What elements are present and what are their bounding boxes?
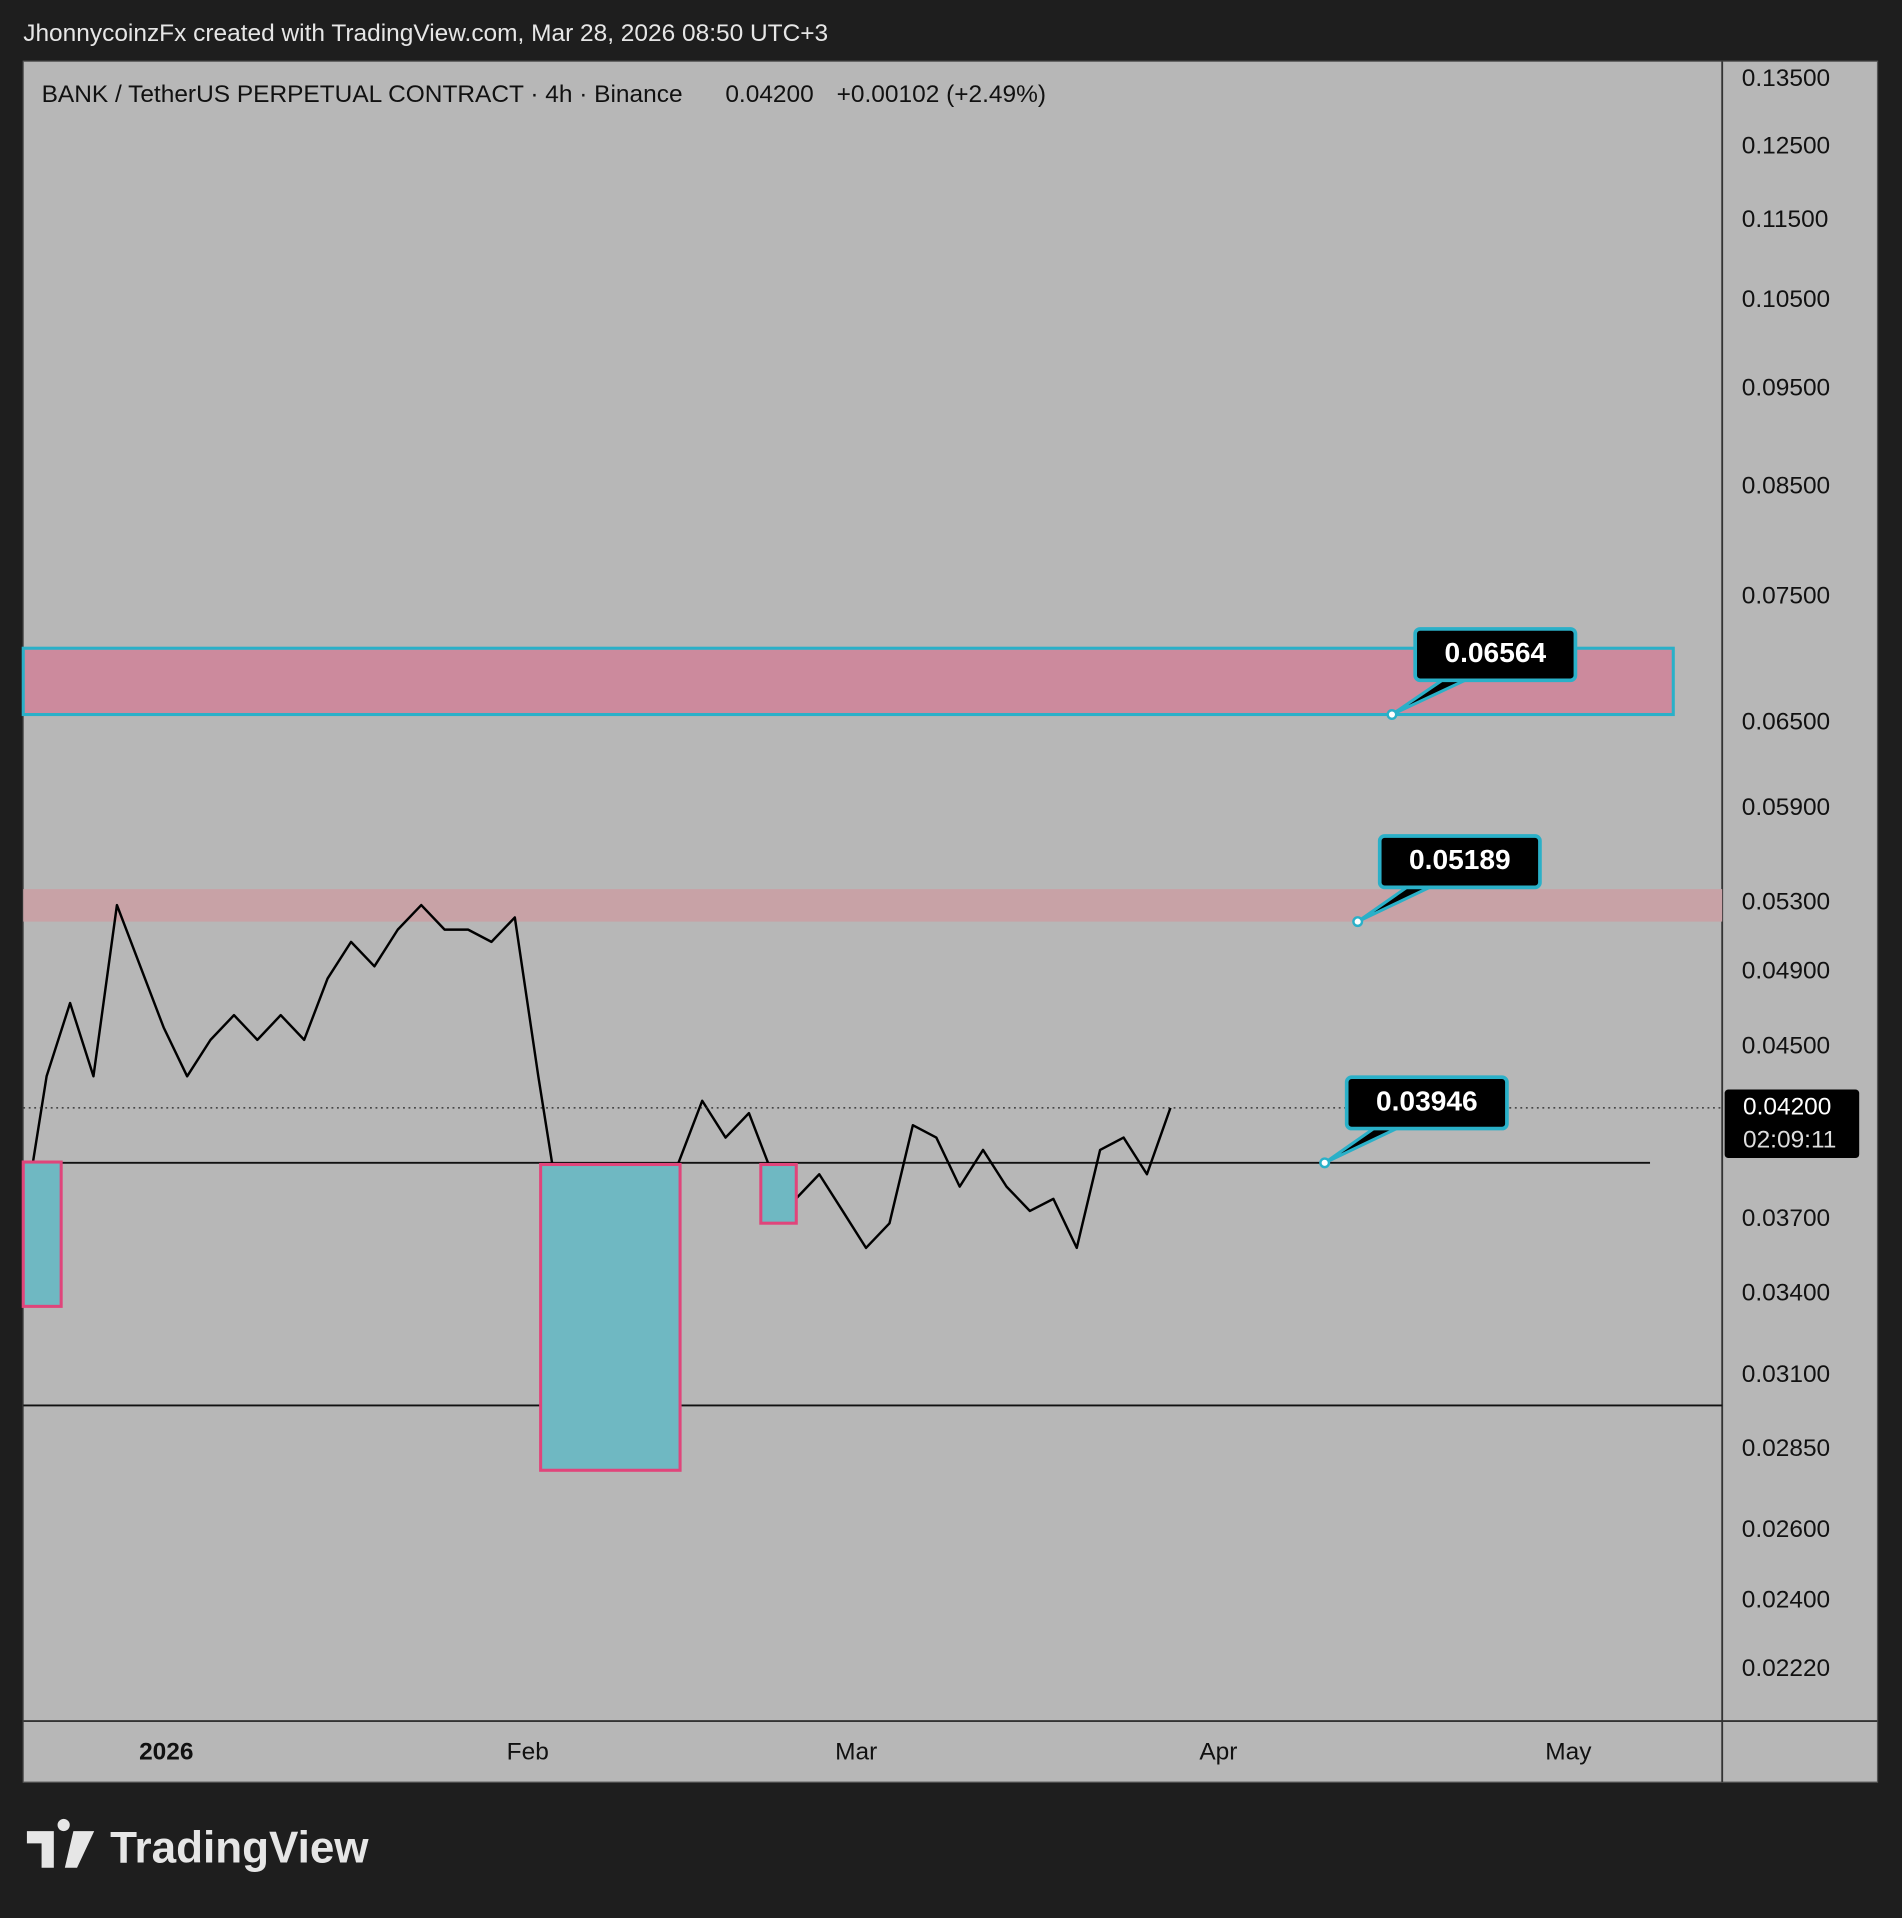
x-tick-label: Mar bbox=[835, 1738, 877, 1765]
logo-mark bbox=[26, 1818, 95, 1868]
demand-box bbox=[759, 1162, 798, 1225]
demand-box bbox=[539, 1162, 682, 1472]
last-price-badge bbox=[1724, 1089, 1860, 1159]
y-tick-label: 0.11500 bbox=[1742, 206, 1829, 233]
y-tick-label: 0.02220 bbox=[1742, 1655, 1830, 1682]
y-tick-label: 0.10500 bbox=[1742, 286, 1830, 313]
title-price: 0.04200 bbox=[725, 81, 813, 108]
chart-frame bbox=[22, 60, 1879, 1783]
x-tick-label: Apr bbox=[1199, 1738, 1237, 1765]
callout-box bbox=[1344, 1075, 1509, 1131]
y-tick-label: 0.13500 bbox=[1742, 65, 1830, 92]
x-tick-label: May bbox=[1545, 1738, 1592, 1765]
y-tick-label: 0.05300 bbox=[1742, 888, 1830, 915]
countdown: 02:09:11 bbox=[1743, 1126, 1836, 1153]
title-change: +0.00102 (+2.49%) bbox=[837, 81, 1046, 108]
logo: TradingView bbox=[26, 1818, 369, 1872]
callout-anchor bbox=[1386, 709, 1398, 721]
y-tick-label: 0.05900 bbox=[1742, 794, 1830, 821]
callout-box bbox=[1413, 627, 1578, 683]
overlay: 0.06564 0.05189 0.03946 bbox=[1319, 627, 1578, 1169]
y-tick-label: 0.07500 bbox=[1742, 583, 1830, 610]
y-tick-label: 0.03400 bbox=[1742, 1280, 1830, 1307]
y-tick-label: 0.12500 bbox=[1742, 133, 1830, 160]
x-tick-label: 2026 bbox=[139, 1738, 193, 1765]
callout-label: 0.03946 bbox=[1376, 1085, 1478, 1116]
supply-zone bbox=[21, 646, 1675, 717]
callout-label: 0.06564 bbox=[1444, 637, 1546, 668]
last-price-label: 0.04200 bbox=[1743, 1093, 1831, 1120]
plot-area bbox=[21, 646, 1723, 1408]
callout-box bbox=[1377, 834, 1542, 890]
chart-title: BANK / TetherUS PERPETUAL CONTRACT · 4h … bbox=[42, 81, 683, 108]
y-tick-label: 0.08500 bbox=[1742, 472, 1830, 499]
y-tick-label: 0.06500 bbox=[1742, 709, 1830, 736]
x-tick-label: Feb bbox=[507, 1738, 549, 1765]
y-tick-label: 0.04500 bbox=[1742, 1033, 1830, 1060]
y-tick-label: 0.03100 bbox=[1742, 1361, 1830, 1388]
callout-anchor bbox=[1352, 916, 1364, 928]
callout-anchor bbox=[1319, 1157, 1331, 1169]
y-tick-label: 0.02850 bbox=[1742, 1435, 1830, 1462]
y-tick-label: 0.02600 bbox=[1742, 1516, 1830, 1543]
y-tick-label: 0.04900 bbox=[1742, 958, 1830, 985]
y-tick-label: 0.02400 bbox=[1742, 1586, 1830, 1613]
y-tick-label: 0.03700 bbox=[1742, 1205, 1830, 1232]
y-tick-label: 0.09500 bbox=[1742, 374, 1830, 401]
author-line: JhonnycoinzFx created with TradingView.c… bbox=[23, 20, 828, 47]
demand-box bbox=[21, 1160, 63, 1308]
logo-text: TradingView bbox=[110, 1823, 369, 1872]
callout-label: 0.05189 bbox=[1409, 844, 1511, 875]
supply-zone bbox=[23, 889, 1723, 922]
